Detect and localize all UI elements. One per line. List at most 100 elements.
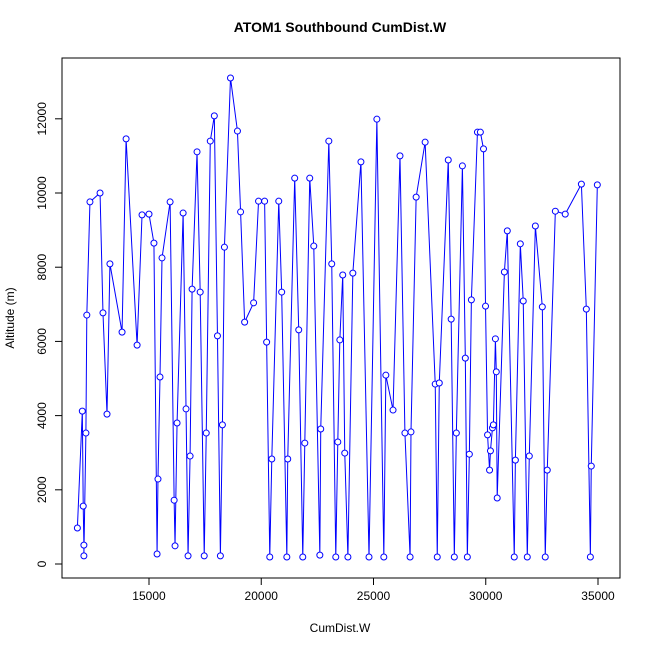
point	[586, 553, 594, 561]
point	[73, 524, 81, 532]
x-axis-label: CumDist.W	[310, 621, 371, 635]
point	[261, 197, 269, 205]
point	[482, 302, 490, 310]
point	[241, 318, 249, 326]
point	[138, 211, 146, 219]
point	[551, 207, 559, 215]
point	[170, 496, 178, 504]
point	[193, 148, 201, 156]
point	[458, 162, 466, 170]
point	[206, 137, 214, 145]
y-tick-label: 4000	[35, 402, 49, 429]
chart-title: ATOM1 Southbound CumDist.W	[234, 19, 447, 35]
y-tick-label: 8000	[35, 254, 49, 281]
point	[433, 553, 441, 561]
x-tick-label: 25000	[357, 589, 391, 603]
point	[171, 542, 179, 550]
point	[525, 452, 533, 460]
point	[444, 156, 452, 164]
point	[334, 438, 342, 446]
point	[184, 552, 192, 560]
x-tick-label: 20000	[245, 589, 279, 603]
point	[80, 541, 88, 549]
point	[587, 462, 595, 470]
point	[484, 431, 492, 439]
plot-frame	[61, 57, 621, 579]
point	[339, 271, 347, 279]
point	[465, 450, 473, 458]
point	[344, 553, 352, 561]
point	[80, 552, 88, 560]
point	[325, 137, 333, 145]
point	[145, 210, 153, 218]
point	[250, 299, 258, 307]
point	[316, 551, 324, 559]
point	[158, 254, 166, 262]
point	[447, 315, 455, 323]
point	[500, 268, 508, 276]
point	[79, 502, 87, 510]
point	[435, 379, 443, 387]
point	[220, 243, 228, 251]
point	[83, 311, 91, 319]
point	[283, 553, 291, 561]
point	[226, 74, 234, 82]
point	[389, 406, 397, 414]
point	[373, 115, 381, 123]
point	[82, 429, 90, 437]
point	[306, 174, 314, 182]
point	[218, 421, 226, 429]
point	[486, 466, 494, 474]
point	[461, 354, 469, 362]
point	[480, 145, 488, 153]
point	[103, 410, 111, 418]
point	[407, 428, 415, 436]
point	[301, 439, 309, 447]
point	[299, 553, 307, 561]
point	[106, 260, 114, 268]
point	[150, 239, 158, 247]
point	[357, 158, 365, 166]
point	[188, 285, 196, 293]
point	[291, 174, 299, 182]
point	[332, 553, 340, 561]
point	[519, 297, 527, 305]
point	[516, 240, 524, 248]
point	[263, 338, 271, 346]
y-tick-label: 6000	[35, 328, 49, 355]
point	[275, 197, 283, 205]
point	[380, 553, 388, 561]
point	[476, 128, 484, 136]
x-tick-label: 15000	[132, 589, 166, 603]
point	[382, 371, 390, 379]
y-tick-label: 10000	[35, 176, 49, 210]
point	[463, 553, 471, 561]
point	[531, 222, 539, 230]
point	[99, 309, 107, 317]
point	[118, 328, 126, 336]
y-tick-label: 2000	[35, 476, 49, 503]
point	[538, 303, 546, 311]
point	[503, 227, 511, 235]
x-tick-label: 35000	[581, 589, 615, 603]
point	[268, 455, 276, 463]
point	[492, 368, 500, 376]
point	[450, 553, 458, 561]
point	[421, 138, 429, 146]
point	[401, 429, 409, 437]
x-tick-label: 30000	[469, 589, 503, 603]
point	[210, 112, 218, 120]
point	[153, 550, 161, 558]
point	[133, 341, 141, 349]
point	[365, 553, 373, 561]
point	[310, 242, 318, 250]
point	[122, 135, 130, 143]
point	[255, 197, 263, 205]
point	[166, 198, 174, 206]
point	[511, 456, 519, 464]
point	[78, 407, 86, 415]
point	[396, 152, 404, 160]
point	[467, 296, 475, 304]
point	[284, 455, 292, 463]
